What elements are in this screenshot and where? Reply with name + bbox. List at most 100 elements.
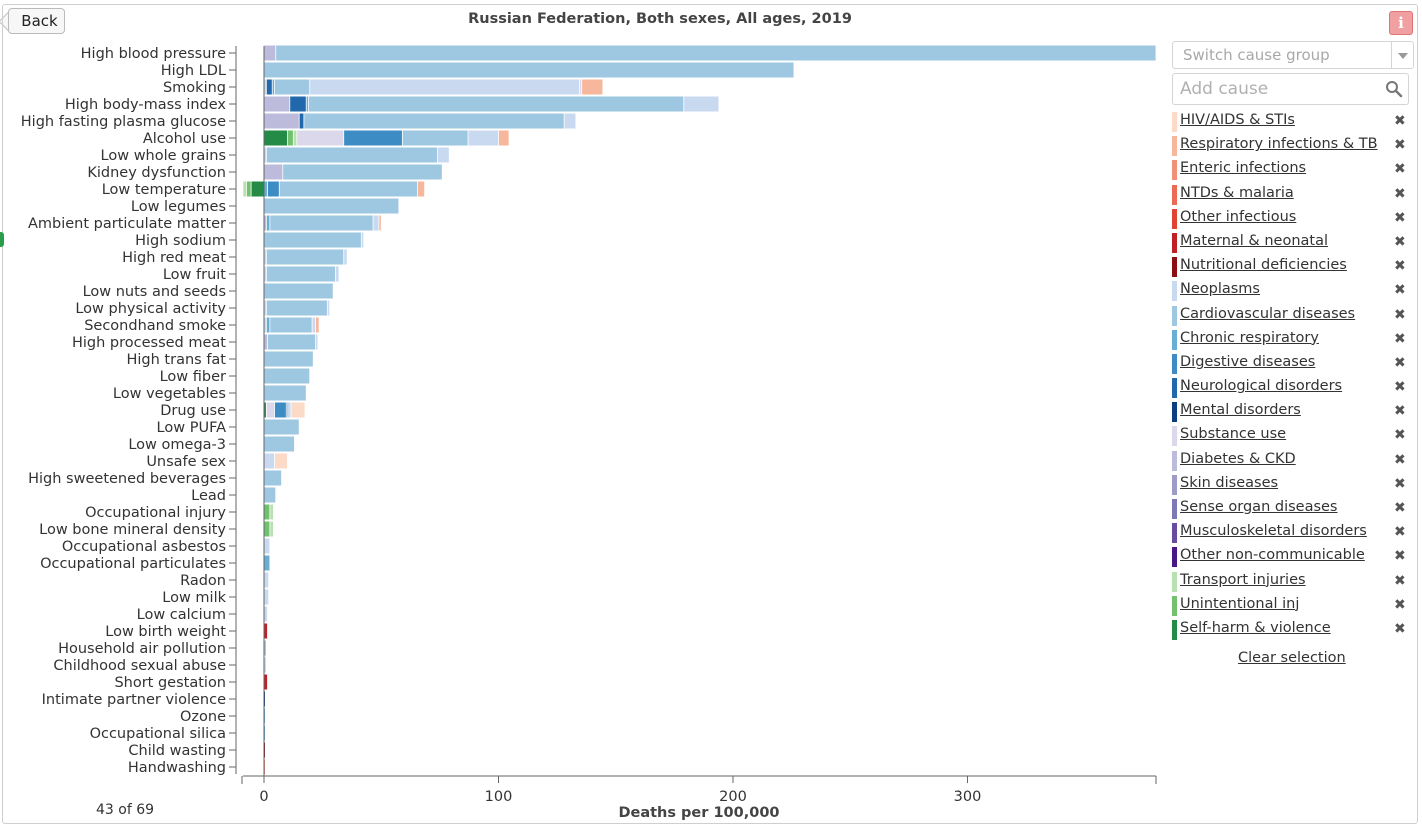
cause-item[interactable]: Maternal & neonatal ✖ [1172, 231, 1412, 255]
cause-label[interactable]: Chronic respiratory [1180, 329, 1319, 346]
remove-cause-icon[interactable]: ✖ [1394, 500, 1406, 516]
cause-item[interactable]: Other infectious ✖ [1172, 207, 1412, 231]
cause-item[interactable]: Musculoskeletal disorders ✖ [1172, 521, 1412, 545]
cause-label[interactable]: NTDs & malaria [1180, 184, 1294, 201]
cause-label[interactable]: Substance use [1180, 426, 1287, 443]
cause-label[interactable]: HIV/AIDS & STIs [1180, 112, 1295, 128]
remove-cause-icon[interactable]: ✖ [1394, 113, 1406, 129]
cause-label[interactable]: Neoplasms [1180, 281, 1260, 298]
cause-color-swatch [1172, 523, 1177, 544]
cause-label[interactable]: Other non-communicable [1180, 547, 1365, 564]
cause-color-swatch [1172, 232, 1177, 253]
bar-segment [264, 708, 265, 724]
remove-cause-icon[interactable]: ✖ [1394, 233, 1406, 250]
category-label: Occupational silica [90, 726, 226, 742]
remove-cause-icon[interactable]: ✖ [1394, 137, 1406, 154]
remove-cause-icon[interactable]: ✖ [1394, 258, 1406, 275]
cause-item[interactable]: Sense organ diseases ✖ [1172, 497, 1412, 521]
remove-cause-icon[interactable]: ✖ [1394, 572, 1406, 589]
cause-item[interactable]: Substance use ✖ [1172, 424, 1412, 448]
remove-cause-icon[interactable]: ✖ [1394, 161, 1406, 178]
collapse-handle[interactable] [0, 232, 4, 247]
bar-segment [266, 266, 336, 282]
cause-item[interactable]: Neoplasms ✖ [1172, 279, 1412, 303]
bar-segment [264, 606, 268, 622]
category-label: Low whole grains [101, 148, 226, 164]
chevron-down-icon[interactable] [1391, 42, 1413, 68]
cause-label[interactable]: Sense organ diseases [1180, 499, 1338, 515]
category-label: Childhood sexual abuse [53, 658, 226, 674]
cause-item[interactable]: Mental disorders ✖ [1172, 400, 1412, 424]
remove-cause-icon[interactable]: ✖ [1394, 379, 1406, 396]
cause-item[interactable]: Skin diseases ✖ [1172, 473, 1412, 497]
cause-item[interactable]: NTDs & malaria ✖ [1172, 183, 1412, 207]
bar-segment [264, 589, 269, 605]
cause-label[interactable]: Transport injuries [1180, 571, 1306, 588]
remove-cause-icon[interactable]: ✖ [1394, 330, 1406, 347]
cause-item[interactable]: Self-harm & violence ✖ [1172, 618, 1412, 642]
add-cause-input[interactable] [1172, 73, 1409, 105]
cause-label[interactable]: Digestive diseases [1180, 353, 1316, 370]
cause-item[interactable]: HIV/AIDS & STIs ✖ [1172, 110, 1412, 134]
bar-segment [264, 181, 268, 197]
cause-label[interactable]: Musculoskeletal disorders [1180, 523, 1367, 540]
cause-label[interactable]: Other infectious [1180, 208, 1297, 225]
cause-item[interactable]: Unintentional inj ✖ [1172, 594, 1412, 618]
cause-item[interactable]: Other non-communicable ✖ [1172, 545, 1412, 569]
cause-item[interactable]: Cardiovascular diseases ✖ [1172, 304, 1412, 328]
clear-selection-link[interactable]: Clear selection [1238, 650, 1346, 666]
cause-color-swatch [1172, 499, 1177, 519]
cause-color-swatch [1172, 547, 1177, 568]
cause-label[interactable]: Unintentional inj [1180, 595, 1300, 612]
remove-cause-icon[interactable]: ✖ [1394, 209, 1406, 226]
switch-cause-group-select[interactable]: Switch cause group [1172, 41, 1414, 69]
bar-segment [264, 283, 333, 299]
cause-label[interactable]: Maternal & neonatal [1180, 232, 1328, 249]
category-label: High body-mass index [65, 97, 227, 113]
cause-item[interactable]: Neurological disorders ✖ [1172, 376, 1412, 400]
cause-label[interactable]: Self-harm & violence [1180, 619, 1331, 636]
bar-segment [264, 725, 265, 741]
remove-cause-icon[interactable]: ✖ [1394, 620, 1406, 637]
info-icon[interactable]: i [1389, 11, 1413, 35]
cause-label[interactable]: Respiratory infections & TB [1180, 136, 1378, 153]
back-button[interactable]: Back [8, 8, 65, 34]
cause-color-swatch [1172, 305, 1177, 326]
x-tick-label: 100 [485, 789, 513, 805]
cause-label[interactable]: Enteric infections [1180, 160, 1307, 177]
bar-segment [264, 657, 266, 673]
cause-item[interactable]: Chronic respiratory ✖ [1172, 328, 1412, 352]
remove-cause-icon[interactable]: ✖ [1394, 354, 1406, 371]
bar-segment [264, 334, 268, 350]
remove-cause-icon[interactable]: ✖ [1394, 282, 1406, 299]
remove-cause-icon[interactable]: ✖ [1394, 306, 1406, 323]
remove-cause-icon[interactable]: ✖ [1394, 548, 1406, 565]
category-label: Lead [191, 488, 226, 504]
cause-label[interactable]: Skin diseases [1180, 474, 1279, 491]
cause-item[interactable]: Diabetes & CKD ✖ [1172, 449, 1412, 473]
bar-segment [264, 555, 270, 571]
search-icon[interactable] [1385, 80, 1403, 98]
remove-cause-icon[interactable]: ✖ [1394, 403, 1406, 420]
remove-cause-icon[interactable]: ✖ [1394, 475, 1406, 492]
remove-cause-icon[interactable]: ✖ [1394, 596, 1406, 613]
remove-cause-icon[interactable]: ✖ [1394, 185, 1406, 202]
cause-label[interactable]: Nutritional deficiencies [1180, 257, 1347, 274]
cause-label[interactable]: Diabetes & CKD [1180, 450, 1296, 467]
cause-item[interactable]: Respiratory infections & TB ✖ [1172, 134, 1412, 158]
cause-item[interactable]: Enteric infections ✖ [1172, 158, 1412, 182]
remove-cause-icon[interactable]: ✖ [1394, 524, 1406, 541]
remove-cause-icon[interactable]: ✖ [1394, 451, 1406, 468]
bar-segment [264, 538, 270, 554]
cause-item[interactable]: Transport injuries ✖ [1172, 570, 1412, 594]
bar-segment [498, 130, 509, 146]
cause-label[interactable]: Neurological disorders [1180, 378, 1343, 395]
cause-label[interactable]: Mental disorders [1180, 402, 1301, 419]
cause-item[interactable]: Digestive diseases ✖ [1172, 352, 1412, 376]
cause-item[interactable]: Nutritional deficiencies ✖ [1172, 255, 1412, 279]
category-label: Occupational injury [85, 505, 226, 521]
bar-segment [274, 402, 286, 418]
cause-color-swatch [1172, 426, 1177, 447]
cause-label[interactable]: Cardiovascular diseases [1180, 305, 1356, 322]
remove-cause-icon[interactable]: ✖ [1394, 427, 1406, 444]
